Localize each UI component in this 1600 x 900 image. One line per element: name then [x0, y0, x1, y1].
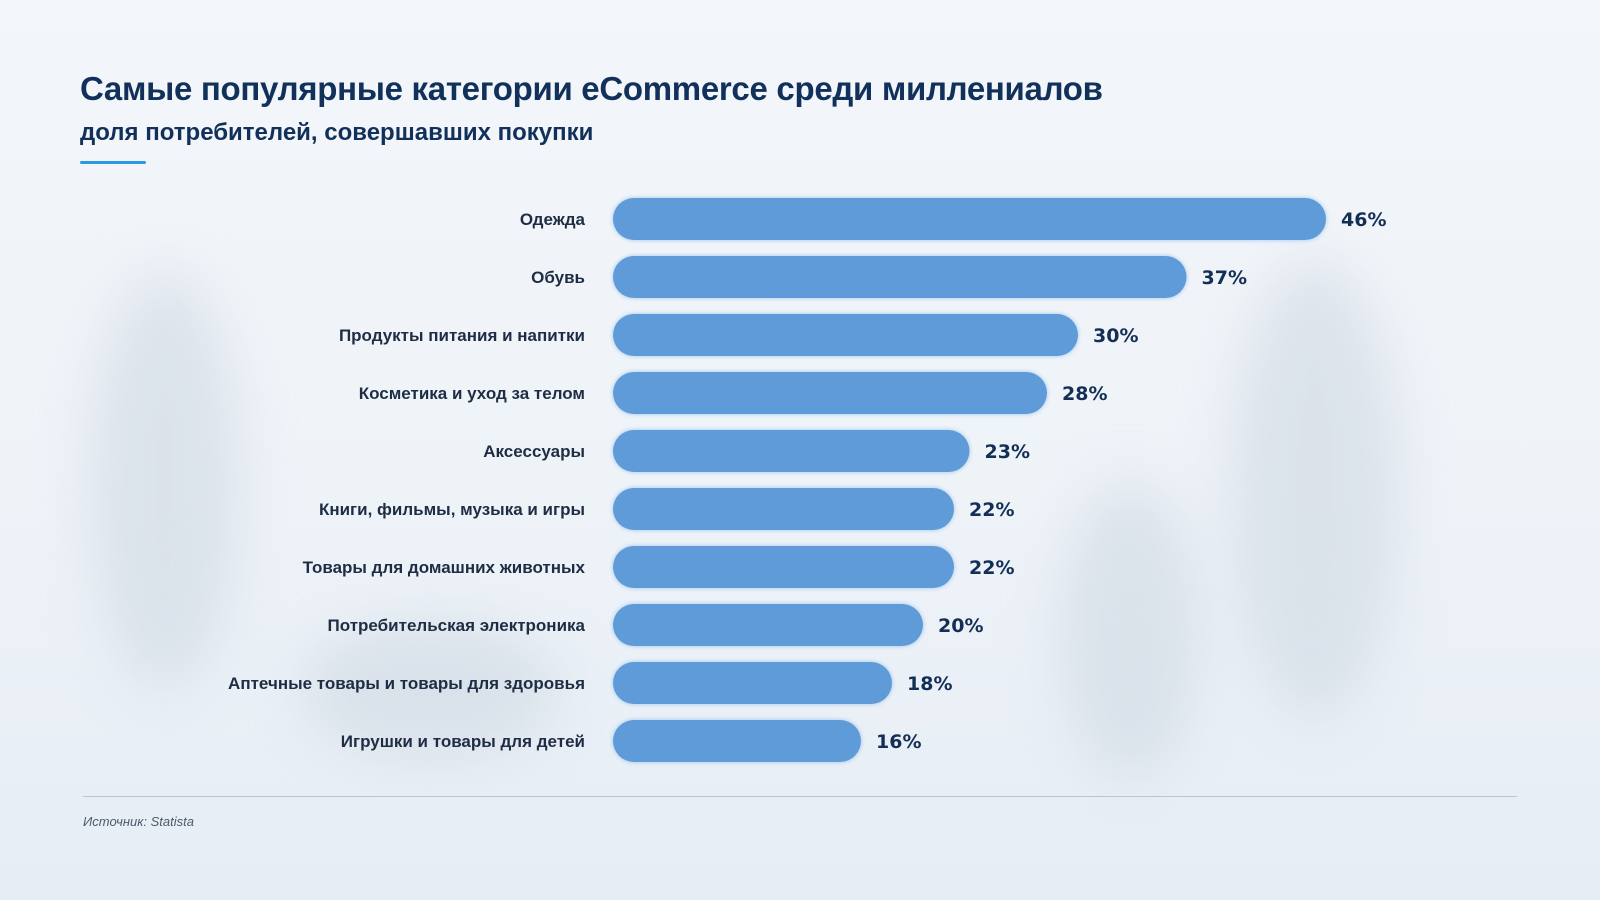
source-note: Источник: Statista [83, 814, 194, 829]
background-blur [90, 270, 240, 690]
category-label: Аксессуары [483, 442, 585, 461]
bar [613, 488, 954, 530]
footer-divider [83, 796, 1517, 797]
category-label: Аптечные товары и товары для здоровья [228, 674, 585, 693]
bar [613, 372, 1047, 414]
value-label: 23% [985, 441, 1030, 463]
bar [613, 662, 892, 704]
chart-title: Самые популярные категории eCommerce сре… [80, 70, 1103, 107]
chart-subtitle: доля потребителей, совершавших покупки [80, 119, 594, 146]
value-label: 28% [1062, 383, 1107, 405]
value-label: 46% [1341, 209, 1386, 231]
value-label: 22% [969, 557, 1014, 579]
background-blur [1230, 260, 1400, 720]
background-blur [300, 620, 560, 760]
category-label: Игрушки и товары для детей [341, 732, 585, 751]
background-blur [1060, 480, 1200, 780]
bar [613, 198, 1326, 240]
value-label: 20% [938, 615, 983, 637]
bar [613, 430, 970, 472]
title-accent-line [80, 161, 146, 164]
bar [613, 720, 861, 762]
category-label: Обувь [531, 268, 585, 287]
bar [613, 314, 1078, 356]
category-label: Товары для домашних животных [303, 558, 586, 577]
value-label: 16% [876, 731, 921, 753]
category-label: Косметика и уход за телом [359, 384, 585, 403]
bar [613, 604, 923, 646]
bar [613, 256, 1187, 298]
value-label: 30% [1093, 325, 1138, 347]
category-label: Потребительская электроника [328, 616, 586, 635]
category-label: Одежда [520, 210, 586, 229]
value-label: 22% [969, 499, 1014, 521]
category-label: Книги, фильмы, музыка и игры [319, 500, 585, 519]
bar [613, 546, 954, 588]
value-label: 37% [1202, 267, 1247, 289]
category-label: Продукты питания и напитки [339, 326, 585, 345]
value-label: 18% [907, 673, 952, 695]
